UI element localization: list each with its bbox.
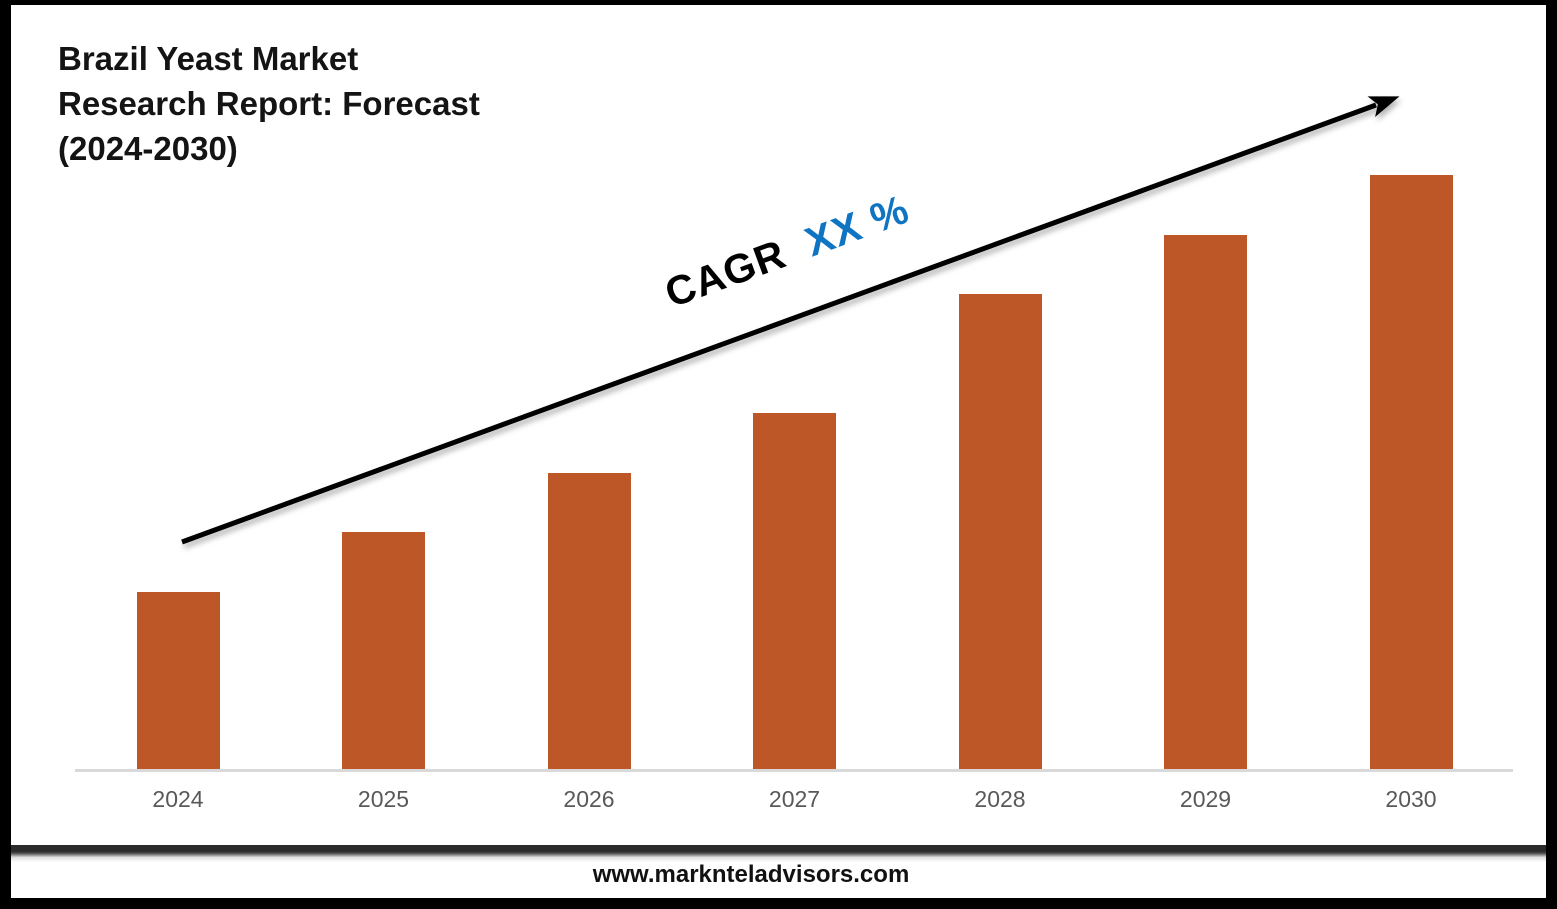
x-tick-2030: 2030 xyxy=(1385,786,1437,812)
bar-2030 xyxy=(1369,175,1453,770)
bar-2029 xyxy=(1164,234,1247,770)
x-tick-2024: 2024 xyxy=(152,786,204,812)
bar-2028 xyxy=(958,294,1042,770)
bar-2027 xyxy=(753,413,836,770)
footer-divider xyxy=(11,845,1546,862)
frame-border-top xyxy=(0,0,1557,5)
x-tick-2026: 2026 xyxy=(563,786,615,812)
x-tick-2027: 2027 xyxy=(768,786,821,812)
bar-2025 xyxy=(342,532,425,770)
x-tick-2025: 2025 xyxy=(357,786,410,812)
frame-border-right xyxy=(1546,0,1557,909)
frame-border-left xyxy=(0,0,11,909)
title-line-2: Research Report: Forecast xyxy=(58,85,480,122)
footer-url: www.marknteladvisors.com xyxy=(592,861,910,888)
cagr-prefix-text: CAGR xyxy=(658,230,792,317)
x-tick-2029: 2029 xyxy=(1179,786,1232,812)
bar-2024 xyxy=(136,591,220,770)
title-line-1: Brazil Yeast Market xyxy=(58,40,359,77)
title-line-3: (2024-2030) xyxy=(58,130,238,167)
chart-title: Brazil Yeast Market Research Report: For… xyxy=(58,36,480,171)
cagr-value-text: XX % xyxy=(799,185,915,266)
bar-2026 xyxy=(547,472,631,770)
x-axis-line xyxy=(75,769,1513,772)
frame-border-bottom xyxy=(0,898,1557,909)
x-tick-2028: 2028 xyxy=(974,786,1026,812)
cagr-label: CAGR XX % xyxy=(611,160,962,342)
